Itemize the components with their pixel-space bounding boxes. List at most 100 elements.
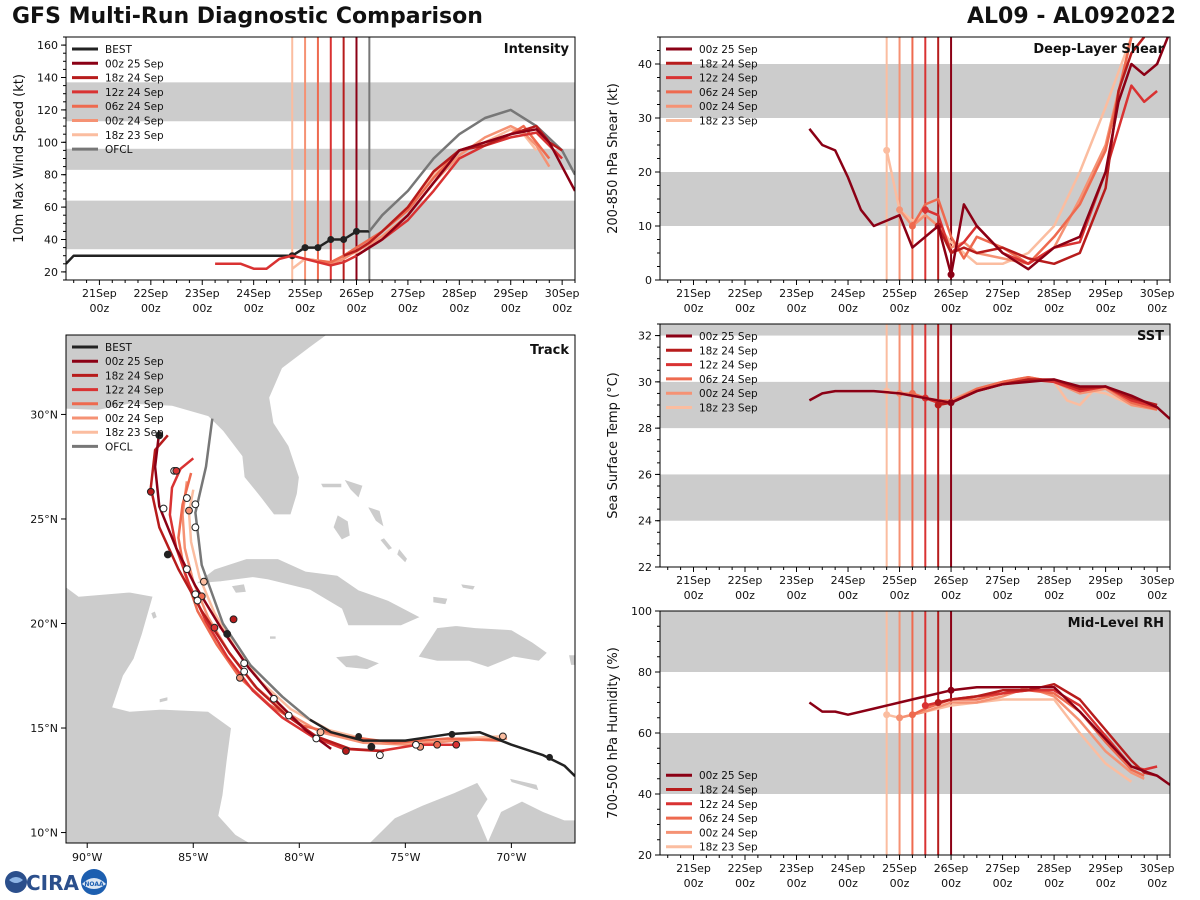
intensity-legend-item: OFCL <box>105 144 133 156</box>
land-bahamas-long <box>396 547 408 564</box>
shear-xtick-day: 27Sep <box>985 287 1020 300</box>
intensity-xtick-hour: 00z <box>347 302 367 315</box>
shear-series-06z-24-sep <box>911 37 1133 266</box>
intensity-ylabel: 10m Max Wind Speed (kt) <box>12 74 27 243</box>
shear-xtick-hour: 00z <box>1147 302 1167 315</box>
sst-xtick-hour: 00z <box>787 589 807 602</box>
land-north-america <box>66 335 328 516</box>
shear-xtick-hour: 00z <box>684 302 704 315</box>
rh-xtick-hour: 00z <box>941 877 961 890</box>
track-marker <box>193 596 202 605</box>
track-marker <box>159 504 168 513</box>
rh-series-18z-24-sep <box>937 682 1158 777</box>
rh-ytick-label: 60 <box>638 727 652 740</box>
track-marker <box>182 565 191 574</box>
sst-ytick-label: 28 <box>638 422 652 435</box>
shear-xtick-day: 21Sep <box>676 287 711 300</box>
sst-xtick-hour: 00z <box>993 589 1013 602</box>
track-legend-item: 18z 23 Sep <box>105 427 164 439</box>
intensity-series-group <box>66 108 575 270</box>
intensity-xtick-day: 23Sep <box>185 287 220 300</box>
shear-legend-item: 18z 24 Sep <box>699 58 758 70</box>
sst-ytick-label: 32 <box>638 330 652 343</box>
sst-xtick-day: 24Sep <box>831 574 866 587</box>
track-marker <box>191 523 200 532</box>
rh-xtick-day: 24Sep <box>831 862 866 875</box>
shear-xtick-hour: 00z <box>890 302 910 315</box>
track-marker <box>199 577 208 586</box>
sst-frame <box>659 323 1171 568</box>
shear-title: Deep-Layer Shear <box>1033 42 1164 57</box>
intensity-xtick-day: 27Sep <box>391 287 426 300</box>
track-marker <box>284 711 293 720</box>
sst-legend-item: 00z 24 Sep <box>699 388 758 400</box>
track-xtick-label: 75°W <box>390 851 420 864</box>
rh-ytick-label: 20 <box>638 849 652 862</box>
intensity-title: Intensity <box>504 42 570 57</box>
rh-xtick-day: 23Sep <box>779 862 814 875</box>
land-hispaniola <box>417 625 549 668</box>
track-legend-item: 06z 24 Sep <box>105 399 164 411</box>
intensity-xtick-hour: 00z <box>192 302 212 315</box>
rh-xtick-hour: 00z <box>735 877 755 890</box>
intensity-xtick-hour: 00z <box>501 302 521 315</box>
track-marker <box>191 500 200 509</box>
sst-xtick-day: 27Sep <box>985 574 1020 587</box>
intensity-xtick-hour: 00z <box>398 302 418 315</box>
track-best <box>309 718 575 777</box>
shear-legend-item: 00z 25 Sep <box>699 44 758 56</box>
intensity-xtick-hour: 00z <box>552 302 572 315</box>
shear-legend-item: 06z 24 Sep <box>699 87 758 99</box>
shear-xtick-hour: 00z <box>993 302 1013 315</box>
intensity-xtick-day: 24Sep <box>236 287 271 300</box>
intensity-xtick-day: 22Sep <box>133 287 168 300</box>
intensity-marker <box>352 227 360 235</box>
sst-xtick-day: 21Sep <box>676 574 711 587</box>
land-bahamas-inagua <box>432 595 449 606</box>
logo-wordmark: CIRA <box>26 871 80 895</box>
rh-ytick-label: 100 <box>631 605 652 618</box>
sst-xtick-hour: 00z <box>1044 589 1064 602</box>
sst-ylabel: Sea Surface Temp (°C) <box>606 372 621 519</box>
intensity-ytick-label: 20 <box>44 266 58 279</box>
shear-series-18z-24-sep <box>937 37 1146 266</box>
track-marker <box>498 732 507 741</box>
track-marker <box>412 740 420 749</box>
noaa-seal-text: NOAA <box>84 881 104 888</box>
shear-xtick-day: 28Sep <box>1037 287 1072 300</box>
rh-legend-item: 06z 24 Sep <box>699 813 758 825</box>
rh-xtick-day: 30Sep <box>1140 862 1175 875</box>
intensity-ytick-label: 100 <box>37 136 58 149</box>
intensity-marker <box>301 244 309 252</box>
rh-xtick-day: 26Sep <box>934 862 969 875</box>
rh-marker <box>934 699 942 706</box>
land-turks-caicos <box>459 583 476 591</box>
land-bahamas-exuma <box>379 537 394 551</box>
intensity-xtick-day: 25Sep <box>288 287 323 300</box>
track-frame <box>65 334 576 844</box>
shear-xtick-hour: 00z <box>735 302 755 315</box>
rh-xtick-hour: 00z <box>838 877 858 890</box>
sst-xtick-hour: 00z <box>941 589 961 602</box>
intensity-band <box>66 82 575 122</box>
intensity-band <box>66 200 575 250</box>
rh-marker <box>896 714 904 722</box>
rh-xtick-day: 25Sep <box>882 862 917 875</box>
rh-ylabel: 700-500 hPa Humidity (%) <box>606 647 621 819</box>
track-marker <box>191 590 200 599</box>
sst-series-00z-25-sep <box>808 378 1170 420</box>
intensity-xtick-day: 29Sep <box>493 287 528 300</box>
intensity-legend-item: 00z 24 Sep <box>105 116 164 128</box>
land-aruba-curacao <box>508 777 540 792</box>
intensity-ytick-label: 140 <box>37 72 58 85</box>
rh-band <box>660 733 1170 794</box>
intensity-marker <box>314 244 322 252</box>
shear-xtick-day: 26Sep <box>934 287 969 300</box>
intensity-marker <box>327 236 335 243</box>
land-isla-cozumel <box>150 610 158 620</box>
track-marker <box>367 742 376 751</box>
track-marker <box>316 728 325 737</box>
intensity-ytick-label: 80 <box>44 169 58 182</box>
shear-xtick-day: 29Sep <box>1088 287 1123 300</box>
